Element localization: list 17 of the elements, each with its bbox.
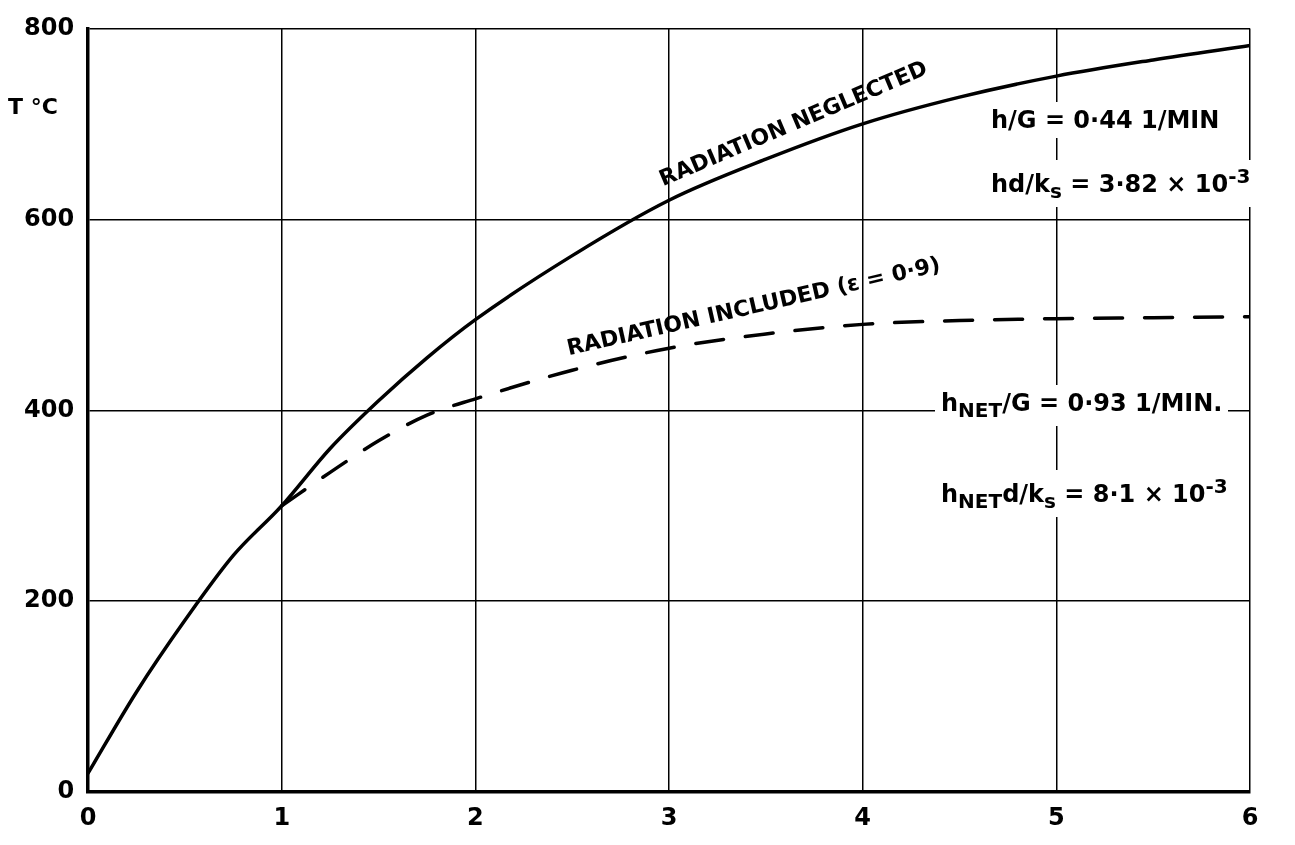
y-tick-label: 200 xyxy=(23,585,75,614)
x-tick-label: 0 xyxy=(79,802,97,831)
annotation: h$_{NET}$/G = 0·93 1/MIN. xyxy=(935,385,1229,426)
x-tick-label: 6 xyxy=(1241,802,1259,831)
y-axis-title: T °C xyxy=(8,93,59,121)
annotation: hd/k$_{s}$ = 3·82 × 10$^{-3}$ xyxy=(985,160,1257,207)
annotation: h/G = 0·44 1/MIN xyxy=(985,102,1226,138)
x-tick-label: 3 xyxy=(660,802,678,831)
y-tick-label: 800 xyxy=(23,12,75,41)
x-tick-label: 5 xyxy=(1048,802,1065,831)
annotation: h$_{NET}$d/k$_{s}$ = 8·1 × 10$^{-3}$ xyxy=(935,470,1234,517)
y-tick-label: 0 xyxy=(57,776,75,805)
x-tick-label: 4 xyxy=(854,802,872,831)
y-tick-label: 600 xyxy=(23,203,75,232)
x-tick-label: 1 xyxy=(273,802,291,831)
x-tick-label: 2 xyxy=(467,802,484,831)
y-tick-label: 400 xyxy=(23,394,75,423)
